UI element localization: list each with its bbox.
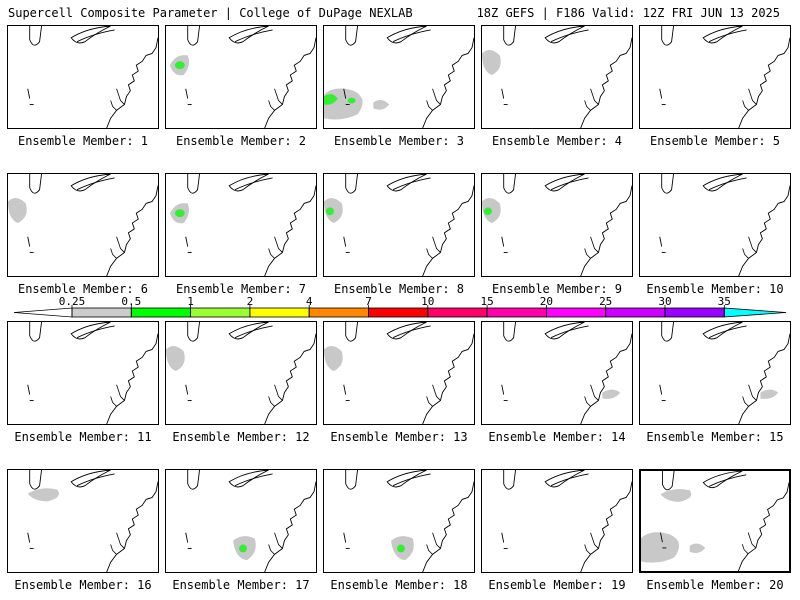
basemap: [166, 322, 316, 424]
panel-label-member-9: Ensemble Member: 9: [491, 282, 623, 296]
map-panel-member-19[interactable]: [481, 469, 633, 573]
panel-label-member-2: Ensemble Member: 2: [175, 134, 307, 148]
panel-label-member-11: Ensemble Member: 11: [14, 430, 152, 444]
map-panel-member-7[interactable]: [165, 173, 317, 277]
colorbar: 0.25 0.5 1 2 4 7 10 15 20 25 30 35: [14, 296, 787, 318]
colorbar-tick-label: 15: [480, 296, 493, 308]
panel-label-member-13: Ensemble Member: 13: [330, 430, 468, 444]
colorbar-segment: [664, 307, 725, 318]
map-panel-member-2[interactable]: [165, 25, 317, 129]
map-panel-member-11[interactable]: [7, 321, 159, 425]
map-panel-member-1[interactable]: [7, 25, 159, 129]
basemap: [27, 470, 158, 572]
map-panel-member-14[interactable]: [481, 321, 633, 425]
basemap: [482, 174, 632, 276]
colorbar-tick-label: 4: [306, 296, 313, 308]
colorbar-tick-label: 0.5: [121, 296, 141, 308]
basemap: [501, 470, 632, 572]
colorbar-tick-label: 25: [599, 296, 612, 308]
map-panel-member-17[interactable]: [165, 469, 317, 573]
map-panel-member-15[interactable]: [639, 321, 791, 425]
panel-label-member-14: Ensemble Member: 14: [488, 430, 626, 444]
map-panel-member-10[interactable]: [639, 173, 791, 277]
basemap: [27, 26, 158, 128]
panel-label-member-4: Ensemble Member: 4: [491, 134, 623, 148]
panel-label-member-5: Ensemble Member: 5: [649, 134, 781, 148]
basemap: [324, 174, 474, 276]
panel-label-member-20: Ensemble Member: 20: [646, 578, 784, 592]
map-panel-member-5[interactable]: [639, 25, 791, 129]
basemap: [324, 26, 474, 128]
colorbar-tick-label: 20: [540, 296, 553, 308]
colorbar-segment: [249, 307, 310, 318]
colorbar-segment: [71, 307, 132, 318]
panel-label-member-15: Ensemble Member: 15: [646, 430, 784, 444]
basemap: [641, 471, 789, 571]
basemap: [169, 26, 316, 128]
colorbar-tick-label: 2: [247, 296, 254, 308]
panel-label-member-6: Ensemble Member: 6: [17, 282, 149, 296]
colorbar-tick-label: 1: [187, 296, 194, 308]
colorbar-segment: [368, 307, 429, 318]
colorbar-segment: [546, 307, 607, 318]
panel-label-member-8: Ensemble Member: 8: [333, 282, 465, 296]
basemap: [659, 26, 790, 128]
colorbar-segment: [308, 307, 369, 318]
panel-label-member-19: Ensemble Member: 19: [488, 578, 626, 592]
map-panel-member-9[interactable]: [481, 173, 633, 277]
map-panel-member-13[interactable]: [323, 321, 475, 425]
basemap: [659, 322, 790, 424]
colorbar-tick-label: 10: [421, 296, 434, 308]
panel-label-member-3: Ensemble Member: 3: [333, 134, 465, 148]
basemap: [185, 470, 316, 572]
model-run-valid-time: 18Z GEFS | F186 Valid: 12Z FRI JUN 13 20…: [476, 6, 780, 20]
basemap: [501, 322, 632, 424]
panel-label-member-7: Ensemble Member: 7: [175, 282, 307, 296]
panel-label-member-12: Ensemble Member: 12: [172, 430, 310, 444]
colorbar-segment: [605, 307, 666, 318]
colorbar-arrow-high: [723, 307, 787, 318]
colorbar-tick-label: 7: [365, 296, 372, 308]
map-panel-member-20[interactable]: [639, 469, 791, 573]
panel-label-member-10: Ensemble Member: 10: [646, 282, 784, 296]
basemap: [482, 26, 632, 128]
map-panel-member-6[interactable]: [7, 173, 159, 277]
panel-label-member-17: Ensemble Member: 17: [172, 578, 310, 592]
basemap: [343, 470, 474, 572]
panel-label-member-18: Ensemble Member: 18: [330, 578, 468, 592]
colorbar-segment: [486, 307, 547, 318]
colorbar-segment: [130, 307, 192, 318]
map-panel-member-3[interactable]: [323, 25, 475, 129]
map-panel-member-8[interactable]: [323, 173, 475, 277]
colorbar-arrow-low: [14, 307, 73, 318]
basemap: [324, 322, 474, 424]
colorbar-tick-label: 35: [718, 296, 731, 308]
colorbar-segment: [190, 307, 251, 318]
colorbar-segment: [427, 307, 488, 318]
colorbar-tick-label: 0.25: [59, 296, 86, 308]
map-panel-member-4[interactable]: [481, 25, 633, 129]
basemap: [8, 174, 158, 276]
map-panel-member-16[interactable]: [7, 469, 159, 573]
panel-label-member-16: Ensemble Member: 16: [14, 578, 152, 592]
colorbar-tick-label: 30: [658, 296, 671, 308]
basemap: [659, 174, 790, 276]
chart-title: Supercell Composite Parameter | College …: [8, 6, 413, 20]
basemap: [27, 322, 158, 424]
map-panel-member-18[interactable]: [323, 469, 475, 573]
map-panel-member-12[interactable]: [165, 321, 317, 425]
panel-label-member-1: Ensemble Member: 1: [17, 134, 149, 148]
basemap: [169, 174, 316, 276]
